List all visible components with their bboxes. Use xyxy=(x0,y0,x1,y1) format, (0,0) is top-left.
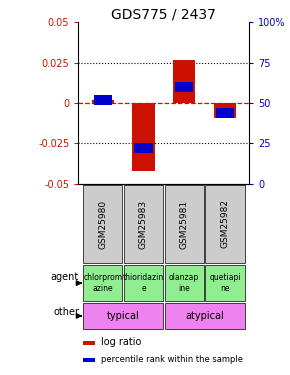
Text: percentile rank within the sample: percentile rank within the sample xyxy=(101,355,242,364)
Text: typical: typical xyxy=(107,311,139,321)
Text: agent: agent xyxy=(51,273,79,282)
Text: GSM25980: GSM25980 xyxy=(98,200,107,249)
Bar xyxy=(216,108,234,118)
Text: GSM25982: GSM25982 xyxy=(220,200,229,249)
FancyBboxPatch shape xyxy=(205,265,244,301)
Text: olanzap
ine: olanzap ine xyxy=(169,273,199,293)
Text: thioridazin
e: thioridazin e xyxy=(123,273,164,293)
Bar xyxy=(173,60,195,103)
Bar xyxy=(84,358,95,362)
FancyBboxPatch shape xyxy=(165,303,244,329)
FancyBboxPatch shape xyxy=(83,185,122,262)
Title: GDS775 / 2437: GDS775 / 2437 xyxy=(111,8,216,21)
FancyBboxPatch shape xyxy=(83,265,122,301)
Text: atypical: atypical xyxy=(185,311,224,321)
Bar xyxy=(175,82,193,92)
Text: quetiapi
ne: quetiapi ne xyxy=(209,273,241,293)
Text: log ratio: log ratio xyxy=(101,337,141,347)
Bar xyxy=(132,103,155,171)
Bar xyxy=(92,100,114,103)
FancyBboxPatch shape xyxy=(165,265,204,301)
FancyBboxPatch shape xyxy=(205,185,244,262)
FancyBboxPatch shape xyxy=(83,303,163,329)
Text: chlorprom
azine: chlorprom azine xyxy=(83,273,122,293)
Bar xyxy=(94,95,112,105)
Bar xyxy=(214,103,236,118)
FancyBboxPatch shape xyxy=(124,185,163,262)
Bar xyxy=(84,341,95,345)
Text: other: other xyxy=(53,307,79,317)
FancyBboxPatch shape xyxy=(124,265,163,301)
Text: GSM25983: GSM25983 xyxy=(139,200,148,249)
Bar xyxy=(134,143,153,153)
FancyBboxPatch shape xyxy=(165,185,204,262)
Text: GSM25981: GSM25981 xyxy=(180,200,189,249)
